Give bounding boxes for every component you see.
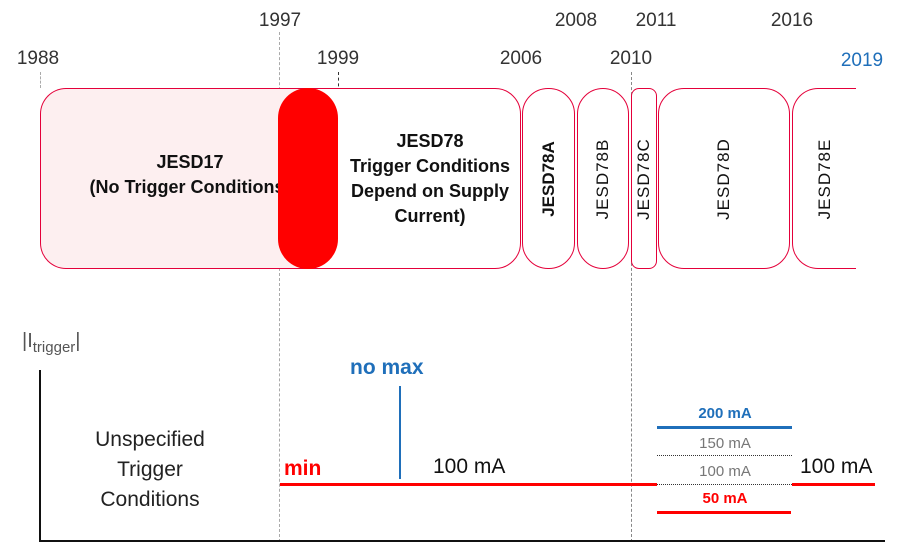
jesd78-title: JESD78	[396, 131, 464, 151]
jesd78c-box: JESD78C	[631, 88, 657, 269]
jesd78b-box: JESD78B	[577, 88, 629, 269]
unspecified-line1: Unspecified	[95, 428, 205, 451]
jesd78-line3: Current)	[394, 206, 466, 226]
current-100ma-label-3: 100 mA	[800, 455, 873, 478]
year-2011: 2011	[635, 10, 677, 31]
jesd17-box	[40, 88, 310, 269]
guide-1999	[338, 72, 339, 92]
jesd78d-label: JESD78D	[714, 137, 733, 220]
jesd17-title: JESD17	[156, 152, 224, 172]
year-2008: 2008	[554, 10, 598, 31]
year-2010: 2010	[609, 48, 653, 69]
max-200ma-line	[657, 426, 792, 429]
jesd17-label: JESD17 (No Trigger Conditions)	[60, 150, 320, 200]
y-axis-label: |Itrigger|	[22, 330, 81, 356]
guide-1997	[279, 32, 280, 542]
unspecified-label: Unspecified Trigger Conditions	[70, 425, 230, 515]
jesd78-line1: Trigger Conditions	[350, 156, 510, 176]
current-150ma-label: 150 mA	[699, 435, 751, 452]
current-200ma-label: 200 mA	[698, 405, 752, 422]
guide-1988	[40, 72, 41, 88]
jesd78b-label: JESD78B	[593, 138, 612, 219]
min-label: min	[284, 457, 322, 480]
x-axis	[39, 540, 885, 542]
jesd78a-label: JESD78A	[538, 140, 558, 217]
level-150ma-line	[657, 455, 792, 456]
year-1988: 1988	[16, 48, 60, 69]
jesd78c-label: JESD78C	[634, 137, 653, 220]
jesd78-label: JESD78 Trigger Conditions Depend on Supp…	[330, 129, 530, 229]
jesd17-subtitle: (No Trigger Conditions)	[89, 177, 291, 197]
year-2006: 2006	[499, 48, 543, 69]
transition-marker	[278, 88, 338, 269]
axis-label-main: |I	[22, 330, 33, 352]
no-max-line	[399, 386, 401, 479]
axis-label-end: |	[75, 330, 81, 352]
axis-label-sub: trigger	[32, 339, 76, 356]
year-1997: 1997	[258, 10, 302, 31]
level-100ma-line	[657, 484, 792, 485]
current-100ma-label-2: 100 mA	[699, 463, 751, 480]
year-2016: 2016	[770, 10, 814, 31]
min-100ma-line	[280, 483, 657, 486]
jesd78e-box: JESD78E	[792, 88, 856, 269]
jesd78d-box: JESD78D	[658, 88, 790, 269]
jesd78-line2: Depend on Supply	[350, 181, 509, 201]
no-max-label: no max	[350, 356, 424, 379]
guide-2010	[631, 72, 632, 542]
jesd78a-box: JESD78A	[522, 88, 575, 269]
unspecified-line2: Trigger	[117, 458, 183, 481]
unspecified-line3: Conditions	[100, 488, 200, 511]
min-100ma-line-2016	[792, 483, 875, 486]
year-2019: 2019	[840, 50, 884, 71]
jesd78e-label: JESD78E	[814, 138, 834, 219]
year-1999: 1999	[316, 48, 360, 69]
min-50ma-line	[657, 511, 791, 514]
current-100ma-label: 100 mA	[433, 455, 506, 478]
current-50ma-label: 50 mA	[702, 490, 748, 507]
y-axis	[39, 370, 41, 542]
